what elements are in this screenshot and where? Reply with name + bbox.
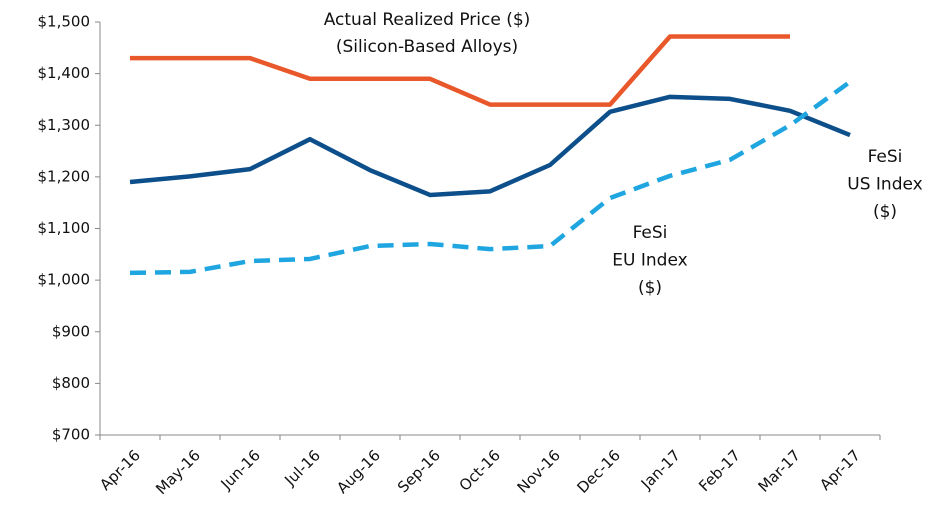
series-line xyxy=(130,34,790,107)
x-tick-label: Oct-16 xyxy=(456,446,504,494)
y-tick-label: $800 xyxy=(52,374,90,392)
x-tick-label: Apr-17 xyxy=(816,446,864,494)
annotation: US Index xyxy=(847,175,922,195)
y-tick-label: $900 xyxy=(52,322,90,340)
x-tick-label: Aug-16 xyxy=(333,446,384,497)
y-tick-label: $1,300 xyxy=(38,116,91,134)
series-line xyxy=(129,94,851,198)
annotation: ($) xyxy=(638,278,662,298)
x-tick-label: Jan-17 xyxy=(637,446,684,493)
y-tick-label: $700 xyxy=(52,426,90,444)
annotation: Actual Realized Price ($) xyxy=(324,10,531,30)
x-tick-label: Dec-16 xyxy=(573,446,624,497)
y-tick-label: $1,400 xyxy=(38,64,91,82)
annotation: ($) xyxy=(873,202,897,222)
y-tick-label: $1,500 xyxy=(38,13,91,31)
x-tick-label: Jun-16 xyxy=(217,446,264,493)
annotation: EU Index xyxy=(612,251,687,271)
annotation: (Silicon-Based Alloys) xyxy=(336,37,518,57)
x-tick-label: May-16 xyxy=(152,446,204,498)
x-tick-label: Jul-16 xyxy=(280,446,324,490)
x-tick-label: Apr-16 xyxy=(96,446,144,494)
annotation: FeSi xyxy=(633,223,668,243)
x-tick-label: Sep-16 xyxy=(394,446,444,496)
series-line xyxy=(129,80,852,276)
y-tick-label: $1,100 xyxy=(38,219,91,237)
x-tick-label: Nov-16 xyxy=(514,446,564,496)
x-tick-label: Feb-17 xyxy=(695,446,744,495)
x-tick-label: Mar-17 xyxy=(755,446,804,495)
y-tick-label: $1,000 xyxy=(38,271,91,289)
y-tick-label: $1,200 xyxy=(38,167,91,185)
annotation: FeSi xyxy=(868,147,903,167)
